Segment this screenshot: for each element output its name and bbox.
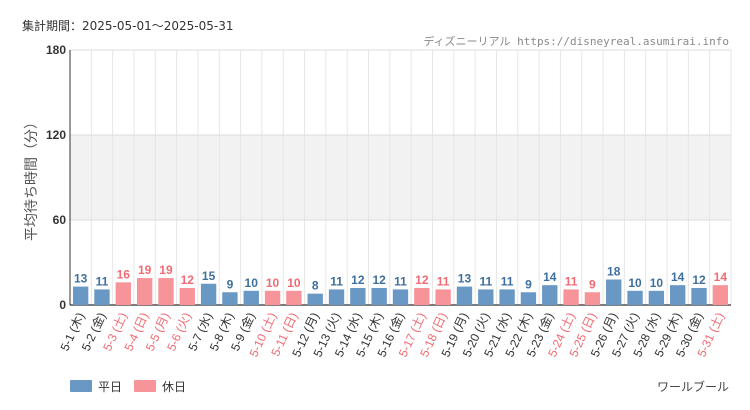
data-label: 12 — [415, 273, 429, 287]
bar — [499, 289, 515, 305]
data-label: 14 — [543, 270, 557, 284]
bar — [136, 278, 153, 305]
data-label: 15 — [202, 269, 216, 283]
data-label: 11 — [394, 274, 407, 288]
y-tick-label: 0 — [59, 298, 66, 312]
bar — [542, 285, 558, 305]
bar — [627, 290, 643, 305]
bar — [520, 292, 537, 305]
bar — [414, 288, 430, 305]
data-label: 10 — [650, 276, 664, 290]
bar — [200, 283, 217, 305]
data-label: 11 — [437, 274, 450, 288]
legend-label-weekday: 平日 — [98, 380, 122, 394]
data-label: 9 — [227, 277, 234, 291]
data-label: 9 — [589, 277, 596, 291]
data-label: 10 — [628, 276, 642, 290]
legend-swatch-weekday — [70, 380, 92, 392]
data-label: 12 — [372, 273, 386, 287]
bar — [648, 290, 665, 305]
data-label: 11 — [565, 274, 578, 288]
bar — [584, 292, 601, 305]
data-label: 13 — [458, 272, 472, 286]
bar — [222, 292, 238, 305]
bar — [179, 288, 195, 305]
bar — [328, 289, 345, 305]
bar — [478, 289, 494, 305]
period-label: 集計期間：2025-05-01～2025-05-31 — [22, 18, 233, 33]
data-label: 14 — [671, 270, 685, 284]
bar — [712, 285, 729, 305]
data-label: 10 — [266, 276, 280, 290]
data-label: 11 — [501, 274, 514, 288]
facility-label: ワールブール — [657, 379, 729, 394]
data-label: 13 — [74, 272, 88, 286]
grid-band — [70, 135, 731, 220]
data-label: 11 — [330, 274, 343, 288]
legend-swatch-holiday — [134, 380, 156, 392]
bar — [606, 279, 622, 305]
bar — [456, 286, 473, 305]
bar — [243, 290, 259, 305]
bar — [670, 285, 686, 305]
bar — [286, 290, 302, 305]
data-label: 12 — [692, 273, 706, 287]
data-label: 19 — [138, 263, 152, 277]
bar — [392, 289, 409, 305]
y-tick-label: 120 — [46, 128, 66, 142]
source-label: ディズニーリアル https://disneyreal.asumirai.inf… — [423, 34, 729, 48]
y-axis-label: 平均待ち時間（分） — [24, 115, 40, 241]
y-tick-label: 180 — [46, 43, 66, 57]
bar — [350, 288, 366, 305]
data-label: 12 — [181, 273, 195, 287]
data-label: 10 — [287, 276, 301, 290]
data-label: 12 — [351, 273, 365, 287]
bar — [158, 278, 174, 305]
bar — [563, 289, 579, 305]
data-label: 18 — [607, 265, 621, 279]
legend-label-holiday: 休日 — [162, 380, 186, 394]
data-label: 11 — [96, 274, 109, 288]
data-label: 19 — [159, 263, 173, 277]
bar — [115, 282, 131, 305]
bar — [435, 289, 451, 305]
bar — [94, 289, 110, 305]
data-label: 11 — [479, 274, 492, 288]
bar — [264, 290, 281, 305]
data-label: 16 — [117, 267, 131, 281]
bar — [371, 288, 387, 305]
data-label: 8 — [312, 279, 319, 293]
data-label: 10 — [245, 276, 259, 290]
bar — [72, 286, 89, 305]
data-label: 14 — [714, 270, 728, 284]
y-tick-label: 60 — [53, 213, 67, 227]
bar — [307, 293, 323, 305]
legend: 平日 休日 — [70, 380, 186, 394]
data-label: 9 — [525, 277, 532, 291]
bar — [691, 288, 707, 305]
